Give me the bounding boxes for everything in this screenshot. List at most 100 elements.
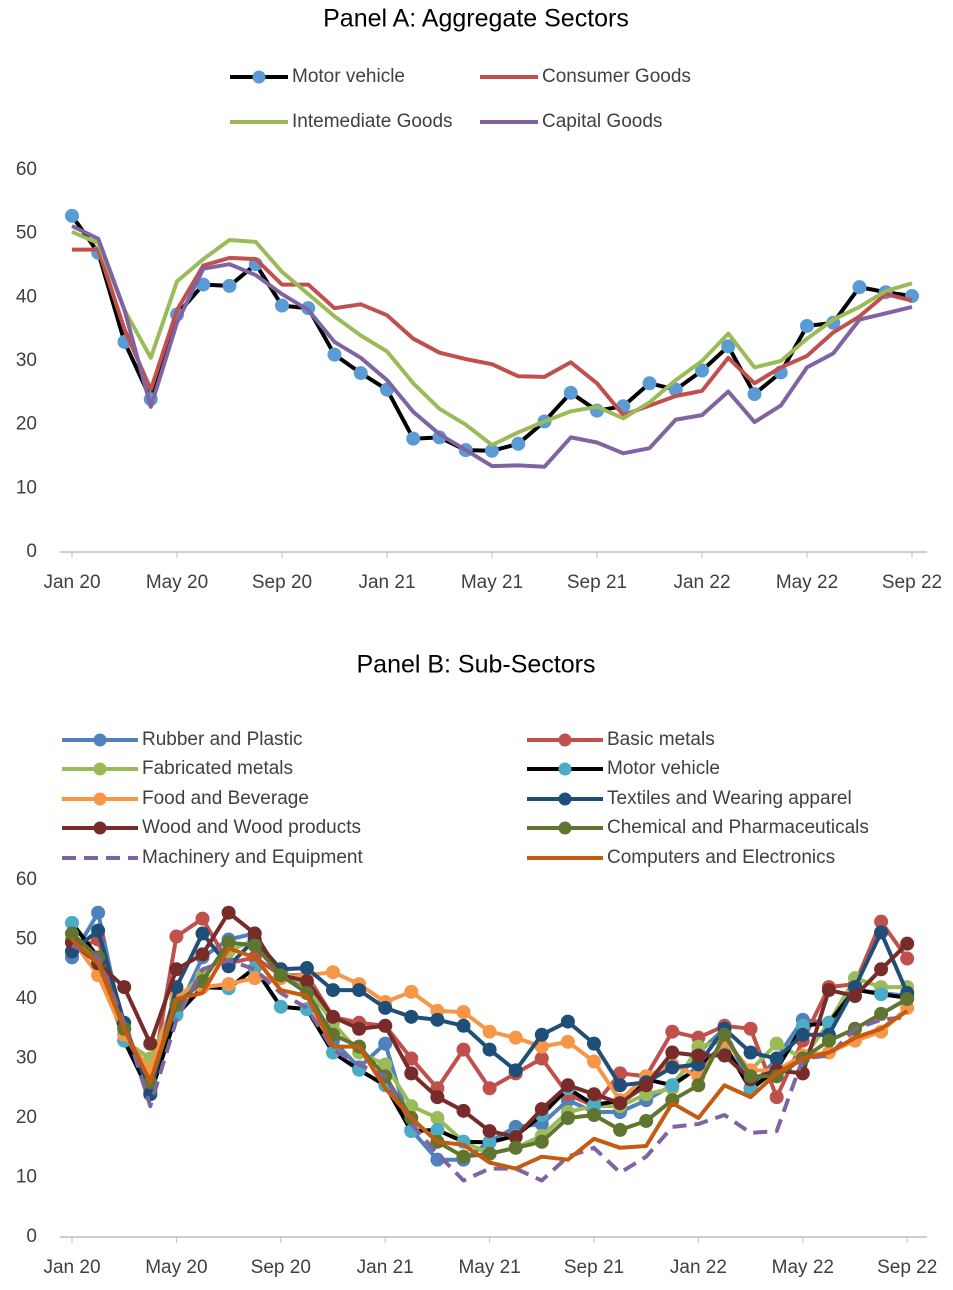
data-point [534,1027,549,1042]
data-point [874,925,889,940]
y-tick-label: 60 [16,159,37,180]
data-point [534,1051,549,1066]
legend-label: Rubber and Plastic [142,729,303,750]
y-tick-label: 30 [16,1048,37,1069]
legend-marker [252,70,266,84]
data-point [169,929,184,944]
legend-marker [558,821,572,835]
data-point [456,1103,471,1118]
legend-marker [93,821,107,835]
chart-title: Panel A: Aggregate Sectors [323,5,629,33]
chart-title: Panel B: Sub-Sectors [356,651,595,679]
data-point [195,947,210,962]
data-point [221,905,236,920]
x-tick-label: Sep 22 [877,1257,937,1278]
data-point [821,1033,836,1048]
data-point [221,977,236,992]
legend-label: Textiles and Wearing apparel [607,788,852,809]
y-tick-label: 10 [16,477,37,498]
data-point [195,926,210,941]
x-tick-label: Jan 21 [358,572,415,593]
series-line [70,938,909,1171]
data-point [482,1124,497,1139]
data-point [326,1009,340,1024]
data-point [275,298,289,313]
x-tick-label: Sep 20 [252,572,312,593]
data-point [769,1036,784,1051]
data-point [721,339,736,354]
legend-marker [93,733,107,747]
series-line [71,943,908,1183]
data-point [378,1018,393,1033]
legend-label: Intemediate Goods [292,111,453,132]
data-point [691,1078,706,1093]
data-point [456,1042,471,1057]
data-point [534,1102,549,1117]
data-point [326,983,340,998]
data-point [563,385,578,400]
data-point [587,1054,601,1069]
data-point [795,1027,810,1042]
data-point [456,1018,471,1033]
data-point [743,1021,758,1036]
x-tick-label: May 20 [145,1257,207,1278]
data-point [406,431,421,446]
data-point [874,962,889,977]
data-point [65,208,79,223]
data-point [900,951,915,966]
data-point [456,1005,471,1020]
series-line [71,224,913,469]
x-tick-label: May 22 [772,1257,834,1278]
data-point [353,366,368,381]
data-point [743,1069,758,1084]
data-point [378,1000,393,1015]
data-point [430,1122,445,1137]
legend-marker [558,792,572,806]
data-point [299,974,314,989]
data-point [587,1108,601,1123]
data-point [769,1051,784,1066]
data-point [378,1036,393,1051]
data-point [456,1149,471,1164]
y-tick-label: 20 [16,414,37,435]
data-point [852,280,867,295]
data-point [642,376,657,391]
data-point [695,363,709,378]
legend-label: Fabricated metals [142,758,293,779]
data-point [587,1036,601,1051]
data-point [91,923,106,938]
x-tick-label: Sep 22 [882,572,942,593]
data-point [874,1006,889,1021]
data-point [613,1078,628,1093]
data-point [560,1111,575,1125]
data-point [639,1113,654,1128]
legend-label: Basic metals [607,729,715,750]
x-tick-label: May 21 [461,572,523,593]
x-tick-label: Sep 21 [564,1257,624,1278]
data-point [691,1048,706,1063]
series-line [70,214,913,453]
data-point [247,938,262,953]
data-point [821,983,836,998]
data-point [404,984,419,999]
legend-label: Chemical and Pharmaceuticals [607,817,869,838]
data-point [769,1090,784,1105]
x-tick-label: Jan 21 [357,1257,414,1278]
legend-label: Food and Beverage [142,788,309,809]
data-point [613,1096,628,1111]
legend-marker [558,762,572,776]
series-line [71,229,913,447]
data-point [247,971,262,986]
y-tick-label: 50 [16,223,37,244]
series-line [72,247,913,418]
data-point [560,1014,575,1029]
x-tick-label: Sep 20 [251,1257,311,1278]
data-point [900,936,915,951]
data-point [511,436,526,451]
data-point [874,987,889,1002]
data-point [560,1034,575,1049]
data-point [430,1111,445,1125]
data-point [247,926,262,941]
data-point [665,1024,680,1039]
data-point [717,1027,732,1042]
